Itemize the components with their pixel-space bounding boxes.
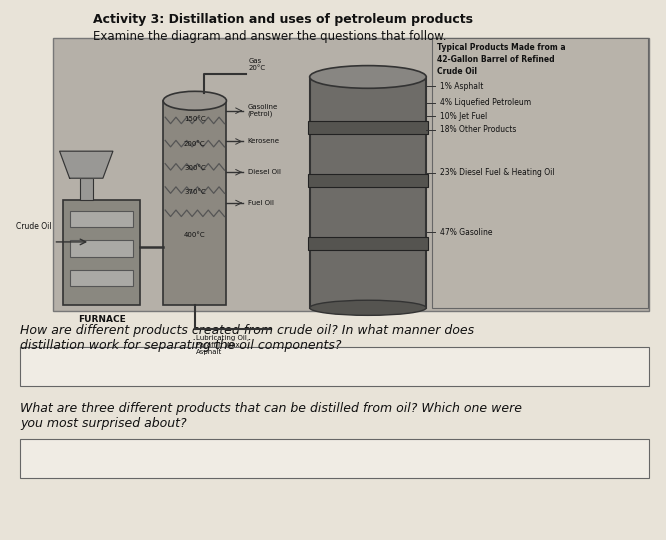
Bar bbox=[310, 77, 426, 308]
Bar bbox=[308, 237, 428, 249]
Text: 370°C: 370°C bbox=[184, 190, 206, 195]
Text: 18% Other Products: 18% Other Products bbox=[440, 125, 516, 134]
Bar bbox=[308, 122, 428, 134]
Text: Gasoline
(Petrol): Gasoline (Petrol) bbox=[248, 104, 278, 117]
Bar bbox=[308, 174, 428, 187]
Bar bbox=[20, 439, 649, 478]
Text: Lubricating Oil,
Paraffin Wax,
Asphalt: Lubricating Oil, Paraffin Wax, Asphalt bbox=[196, 335, 249, 355]
Polygon shape bbox=[60, 151, 113, 178]
Bar bbox=[70, 240, 133, 256]
Ellipse shape bbox=[163, 91, 226, 110]
Text: 23% Diesel Fuel & Heating Oil: 23% Diesel Fuel & Heating Oil bbox=[440, 168, 554, 177]
Text: What are three different products that can be distilled from oil? Which one were: What are three different products that c… bbox=[20, 402, 522, 430]
Bar bbox=[53, 38, 649, 310]
Text: Typical Products Made from a
42-Gallon Barrel of Refined
Crude Oil: Typical Products Made from a 42-Gallon B… bbox=[437, 43, 565, 76]
Text: 200°C: 200°C bbox=[184, 141, 206, 147]
Text: 400°C: 400°C bbox=[184, 232, 206, 239]
Bar bbox=[80, 178, 93, 200]
Text: Activity 3: Distillation and uses of petroleum products: Activity 3: Distillation and uses of pet… bbox=[93, 14, 474, 26]
Text: Kerosene: Kerosene bbox=[248, 138, 280, 145]
Bar bbox=[163, 101, 226, 305]
Bar bbox=[20, 347, 649, 386]
Bar bbox=[63, 200, 140, 305]
Text: Gas
20°C: Gas 20°C bbox=[248, 58, 266, 71]
Bar bbox=[432, 38, 648, 308]
Text: FURNACE: FURNACE bbox=[78, 315, 125, 324]
Text: 1% Asphalt: 1% Asphalt bbox=[440, 82, 483, 91]
Text: 47% Gasoline: 47% Gasoline bbox=[440, 228, 492, 237]
Text: Fuel Oil: Fuel Oil bbox=[248, 200, 274, 206]
Text: How are different products created from crude oil? In what manner does
distillat: How are different products created from … bbox=[20, 324, 474, 352]
Text: 150°C: 150°C bbox=[184, 116, 206, 123]
Bar bbox=[70, 270, 133, 286]
Text: Crude Oil: Crude Oil bbox=[16, 221, 51, 231]
Text: 10% Jet Fuel: 10% Jet Fuel bbox=[440, 112, 487, 120]
Ellipse shape bbox=[310, 66, 426, 88]
Text: 4% Liquefied Petroleum: 4% Liquefied Petroleum bbox=[440, 98, 531, 107]
Text: 300°C: 300°C bbox=[184, 165, 206, 171]
Text: Diesel Oil: Diesel Oil bbox=[248, 169, 281, 176]
Ellipse shape bbox=[310, 300, 426, 315]
Bar bbox=[70, 211, 133, 227]
Text: Examine the diagram and answer the questions that follow.: Examine the diagram and answer the quest… bbox=[93, 30, 447, 43]
